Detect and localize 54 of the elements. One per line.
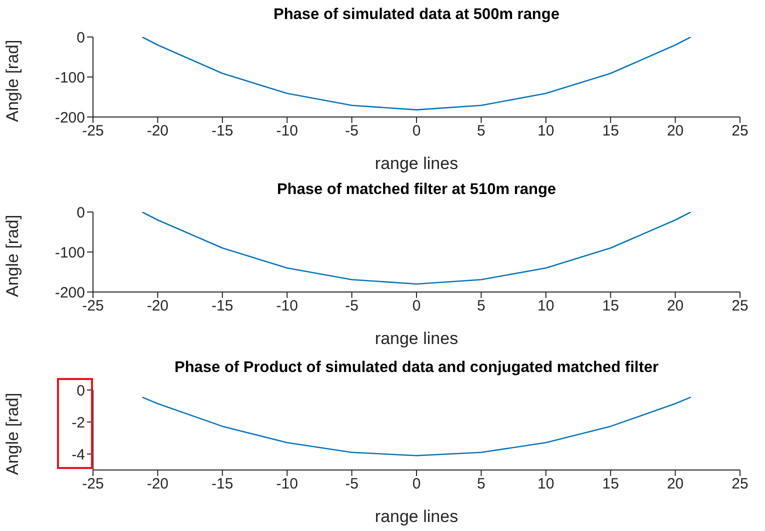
x-tick-label: -10 — [276, 476, 298, 493]
x-tick-label: 15 — [602, 476, 619, 493]
x-tick-label: -5 — [345, 298, 358, 315]
chart-title: Phase of Product of simulated data and conjugated matched filter — [173, 359, 660, 377]
x-tick-label: 5 — [477, 122, 486, 140]
x-tick-label: -5 — [345, 122, 358, 140]
x-tick-label: -25 — [82, 476, 104, 493]
x-tick-label: 15 — [602, 298, 619, 315]
y-tick-label: -100 — [54, 244, 85, 262]
x-tick-label: 0 — [412, 476, 421, 493]
y-tick-label: -200 — [54, 109, 85, 126]
x-tick-label: -15 — [212, 122, 234, 140]
y-tick-label: -4 — [72, 446, 85, 464]
x-axis-title: range lines — [374, 329, 458, 348]
y-axis-title: Angle [rad] — [3, 392, 22, 475]
x-tick-label: 20 — [666, 476, 684, 493]
x-tick-label: 0 — [412, 298, 421, 315]
x-axis-title: range lines — [374, 154, 458, 173]
x-tick-label: 20 — [666, 122, 684, 140]
x-tick-label: -5 — [345, 476, 358, 493]
x-tick-label: -20 — [146, 476, 169, 493]
chart-title: Phase of matched filter at 510m range — [276, 181, 558, 199]
y-tick-label: -100 — [54, 69, 85, 86]
x-tick-label: 5 — [477, 298, 486, 315]
x-tick-label: 0 — [412, 122, 421, 140]
y-tick-label: 0 — [76, 29, 85, 46]
x-tick-label: -10 — [276, 298, 298, 315]
x-tick-label: 25 — [732, 298, 748, 315]
x-tick-label: 25 — [732, 122, 748, 140]
x-axis-title: range lines — [374, 507, 458, 526]
y-tick-label: 0 — [76, 204, 85, 222]
x-tick-label: -15 — [212, 298, 234, 315]
x-tick-label: 10 — [538, 476, 554, 493]
x-tick-label: 20 — [666, 298, 684, 315]
line-series — [142, 396, 692, 456]
y-axis-title: Angle [rad] — [3, 40, 22, 122]
x-tick-label: -25 — [82, 298, 104, 315]
x-tick-label: -20 — [146, 122, 169, 140]
y-tick-label: -2 — [72, 414, 85, 432]
chart-title: Phase of simulated data at 500m range — [272, 6, 560, 24]
y-tick-label: 0 — [76, 382, 85, 400]
x-tick-label: 10 — [538, 298, 554, 315]
x-tick-label: -10 — [276, 122, 298, 140]
x-tick-label: -20 — [146, 298, 169, 315]
x-tick-label: 5 — [477, 476, 486, 493]
x-tick-label: -15 — [212, 476, 234, 493]
x-tick-label: 10 — [538, 122, 554, 140]
line-series — [142, 37, 692, 110]
y-tick-label: -200 — [54, 284, 85, 302]
line-series — [142, 212, 692, 285]
x-tick-label: -25 — [82, 122, 104, 140]
x-tick-label: 15 — [602, 122, 619, 140]
x-tick-label: 25 — [732, 476, 748, 493]
y-axis-title: Angle [rad] — [3, 214, 22, 297]
